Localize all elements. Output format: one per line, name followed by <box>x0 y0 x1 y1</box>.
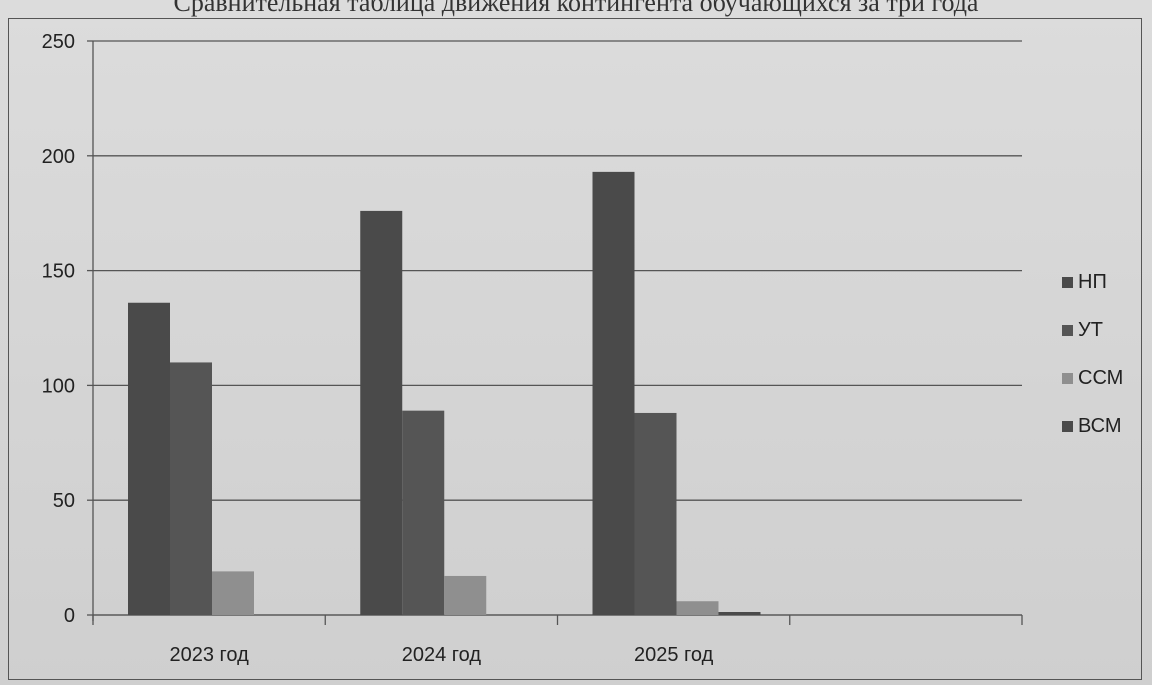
x-tick-label: 2025 год <box>634 644 714 666</box>
y-tick-label: 100 <box>42 375 75 397</box>
bar <box>360 210 403 616</box>
legend-swatch <box>1062 324 1073 336</box>
x-tick-label: 2023 год <box>169 644 249 666</box>
legend-item: НП <box>1062 270 1123 294</box>
bar <box>170 362 212 615</box>
y-tick-label: 250 <box>42 31 75 53</box>
legend-label: ССМ <box>1078 366 1124 389</box>
bar <box>676 601 719 615</box>
x-tick-label: 2024 год <box>402 644 482 666</box>
legend-label: УТ <box>1078 318 1103 341</box>
legend-swatch <box>1062 276 1073 288</box>
bar <box>592 171 635 615</box>
legend-swatch <box>1062 372 1073 384</box>
legend-item: ВСМ <box>1062 414 1123 438</box>
chart-title: Сравнительная таблица движения континген… <box>173 0 979 17</box>
bar <box>634 412 677 615</box>
bar <box>444 575 487 615</box>
legend-swatch <box>1062 420 1073 432</box>
y-tick-label: 150 <box>42 261 75 283</box>
bar <box>718 612 761 615</box>
y-tick-label: 200 <box>42 146 75 168</box>
y-tick-label: 0 <box>64 605 75 627</box>
legend-label: ВСМ <box>1078 414 1122 437</box>
bar <box>402 410 445 615</box>
chart-legend: НП УТ ССМ ВСМ <box>1062 270 1123 462</box>
bar <box>212 571 254 615</box>
chart-frame <box>8 18 1142 680</box>
legend-item: УТ <box>1062 318 1123 342</box>
y-tick-label: 50 <box>53 490 75 512</box>
bar <box>128 302 170 615</box>
legend-item: ССМ <box>1062 366 1123 390</box>
legend-label: НП <box>1078 270 1107 293</box>
